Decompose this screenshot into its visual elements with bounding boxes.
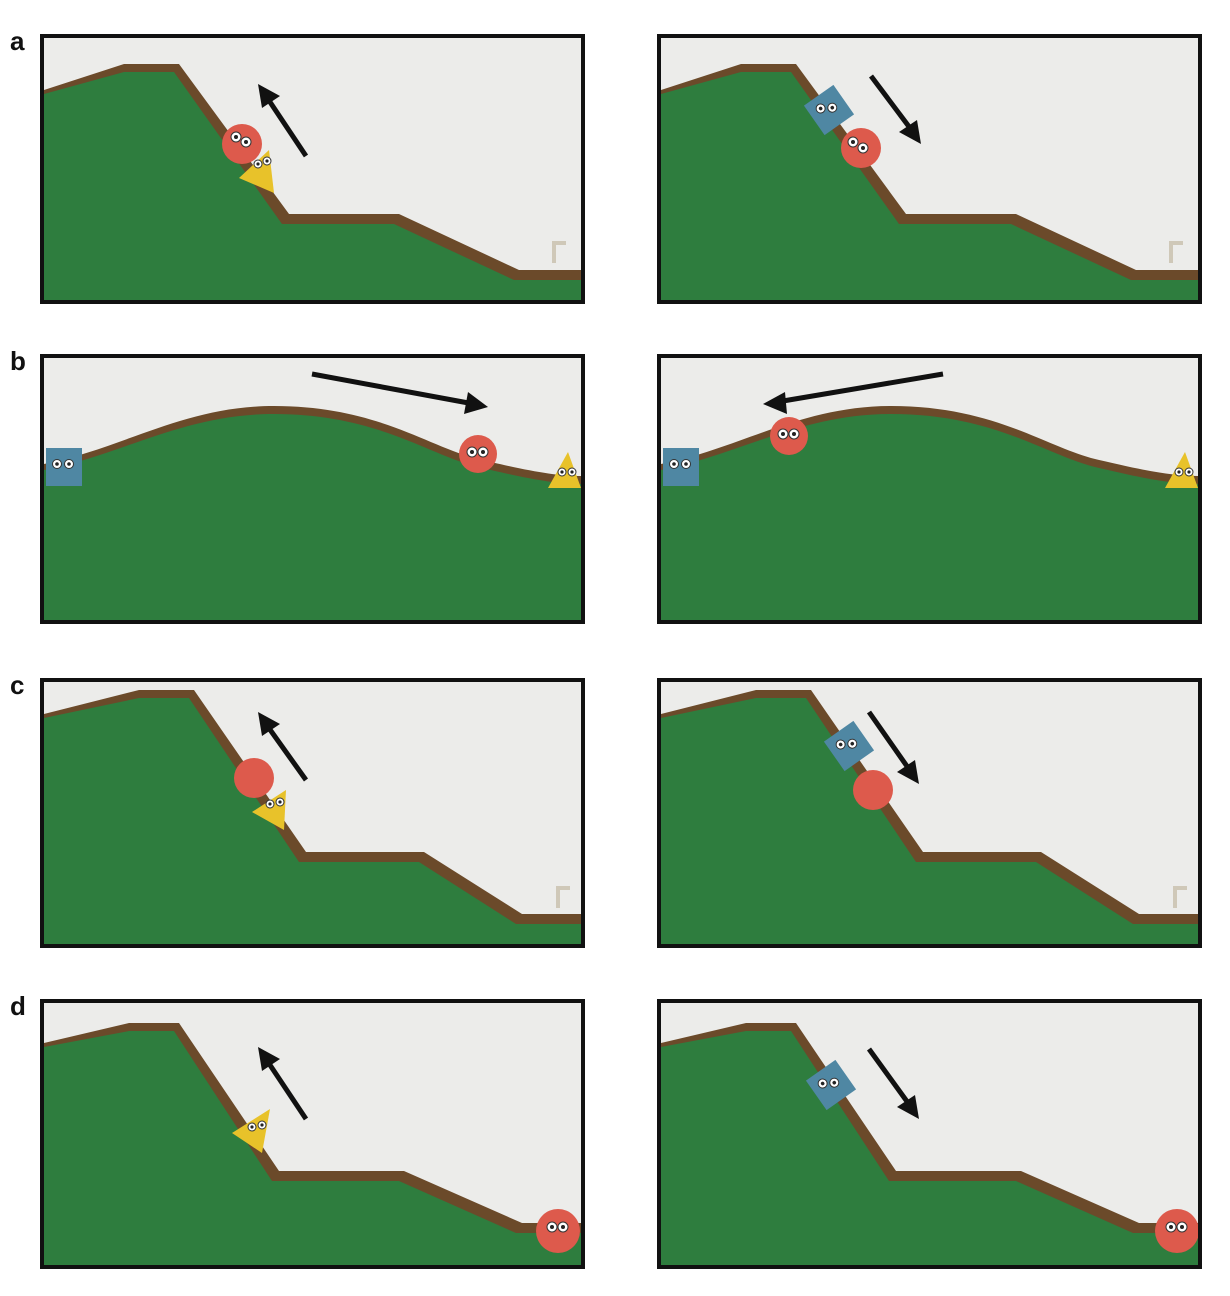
row-label-a: a [10,26,25,56]
row-label-c: c [10,670,25,700]
panel-c-right [657,678,1202,948]
hill [661,414,1198,620]
arrow-up-left-icon [258,1047,309,1121]
yellow-triangle-agent [548,452,581,488]
panel-b-left [40,354,585,624]
hill [44,72,581,300]
blue-square-agent [805,1059,857,1111]
arrow-down-right-icon [866,1047,919,1119]
row-label-b: b [10,346,26,376]
arrow-down-right-icon [869,74,921,144]
red-circle-agent [459,435,497,473]
red-circle-agent [222,124,262,164]
arrow-left-icon [763,371,944,414]
row-label-d: d [10,991,26,1021]
hill [661,698,1198,944]
panel-d-right [657,999,1202,1269]
hill [661,72,1198,300]
red-circle-agent [841,128,881,168]
blue-square-agent [663,448,699,486]
post-icon [552,241,566,263]
panel-c-left [40,678,585,948]
yellow-triangle-agent [232,1109,270,1153]
red-circle-agent [536,1209,580,1253]
hill [44,414,581,620]
yellow-triangle-agent [252,790,286,830]
arrow-right-icon [311,371,488,414]
blue-square-agent [823,720,875,772]
hill [44,1031,581,1265]
arrow-up-left-icon [258,712,309,782]
panel-a-right [657,34,1202,304]
arrow-down-right-icon [866,710,919,784]
hill [44,698,581,944]
panel-a-left [40,34,585,304]
blue-square-agent [803,84,855,136]
panel-d-left [40,999,585,1269]
red-circle-agent [853,770,893,810]
yellow-triangle-agent [1165,452,1198,488]
blue-square-agent [46,448,82,486]
red-circle-agent [234,758,274,798]
yellow-triangle-agent [239,150,274,193]
hill [661,1031,1198,1265]
arrow-up-left-icon [258,84,309,158]
red-circle-agent [1155,1209,1198,1253]
red-circle-agent [770,417,808,455]
panel-b-right [657,354,1202,624]
